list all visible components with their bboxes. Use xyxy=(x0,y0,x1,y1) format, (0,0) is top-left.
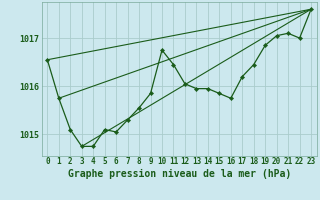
X-axis label: Graphe pression niveau de la mer (hPa): Graphe pression niveau de la mer (hPa) xyxy=(68,169,291,179)
